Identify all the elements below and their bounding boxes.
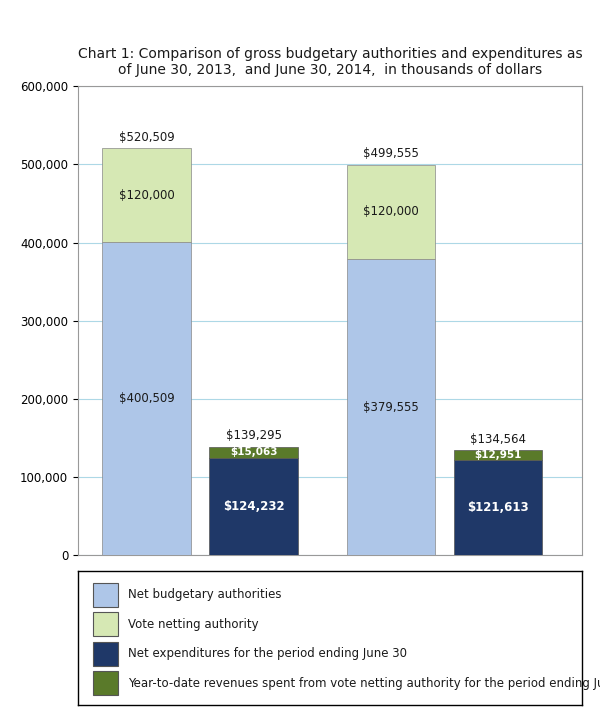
Text: 2014-2015: 2014-2015 bbox=[407, 585, 482, 599]
Bar bbox=[454, 450, 542, 460]
Text: $139,295: $139,295 bbox=[226, 429, 281, 442]
FancyBboxPatch shape bbox=[93, 582, 118, 607]
Text: $400,509: $400,509 bbox=[119, 393, 175, 406]
Text: $12,951: $12,951 bbox=[475, 450, 521, 460]
FancyBboxPatch shape bbox=[93, 671, 118, 695]
Text: $520,509: $520,509 bbox=[119, 131, 175, 144]
Text: $124,232: $124,232 bbox=[223, 500, 284, 513]
Text: $15,063: $15,063 bbox=[230, 447, 277, 457]
Text: $379,555: $379,555 bbox=[363, 400, 419, 413]
Bar bbox=[347, 259, 436, 556]
FancyBboxPatch shape bbox=[93, 612, 118, 636]
Text: $134,564: $134,564 bbox=[470, 433, 526, 446]
Text: $121,613: $121,613 bbox=[467, 501, 529, 514]
Text: $120,000: $120,000 bbox=[119, 189, 175, 202]
Bar bbox=[454, 460, 542, 556]
Text: $499,555: $499,555 bbox=[363, 147, 419, 160]
Text: $120,000: $120,000 bbox=[363, 205, 419, 219]
Text: Year-to-date revenues spent from vote netting authority for the period ending Ju: Year-to-date revenues spent from vote ne… bbox=[128, 677, 600, 690]
Text: Vote netting authority: Vote netting authority bbox=[128, 618, 259, 631]
FancyBboxPatch shape bbox=[93, 641, 118, 666]
Bar bbox=[347, 165, 436, 259]
Text: Net expenditures for the period ending June 30: Net expenditures for the period ending J… bbox=[128, 647, 407, 660]
Text: Chart 1: Comparison of gross budgetary authorities and expenditures as
of June 3: Chart 1: Comparison of gross budgetary a… bbox=[77, 47, 583, 77]
Text: 2013-2014: 2013-2014 bbox=[163, 585, 238, 599]
Bar bbox=[209, 458, 298, 556]
Bar bbox=[103, 242, 191, 556]
Bar bbox=[103, 148, 191, 242]
Text: Net budgetary authorities: Net budgetary authorities bbox=[128, 588, 282, 601]
Bar bbox=[209, 446, 298, 458]
